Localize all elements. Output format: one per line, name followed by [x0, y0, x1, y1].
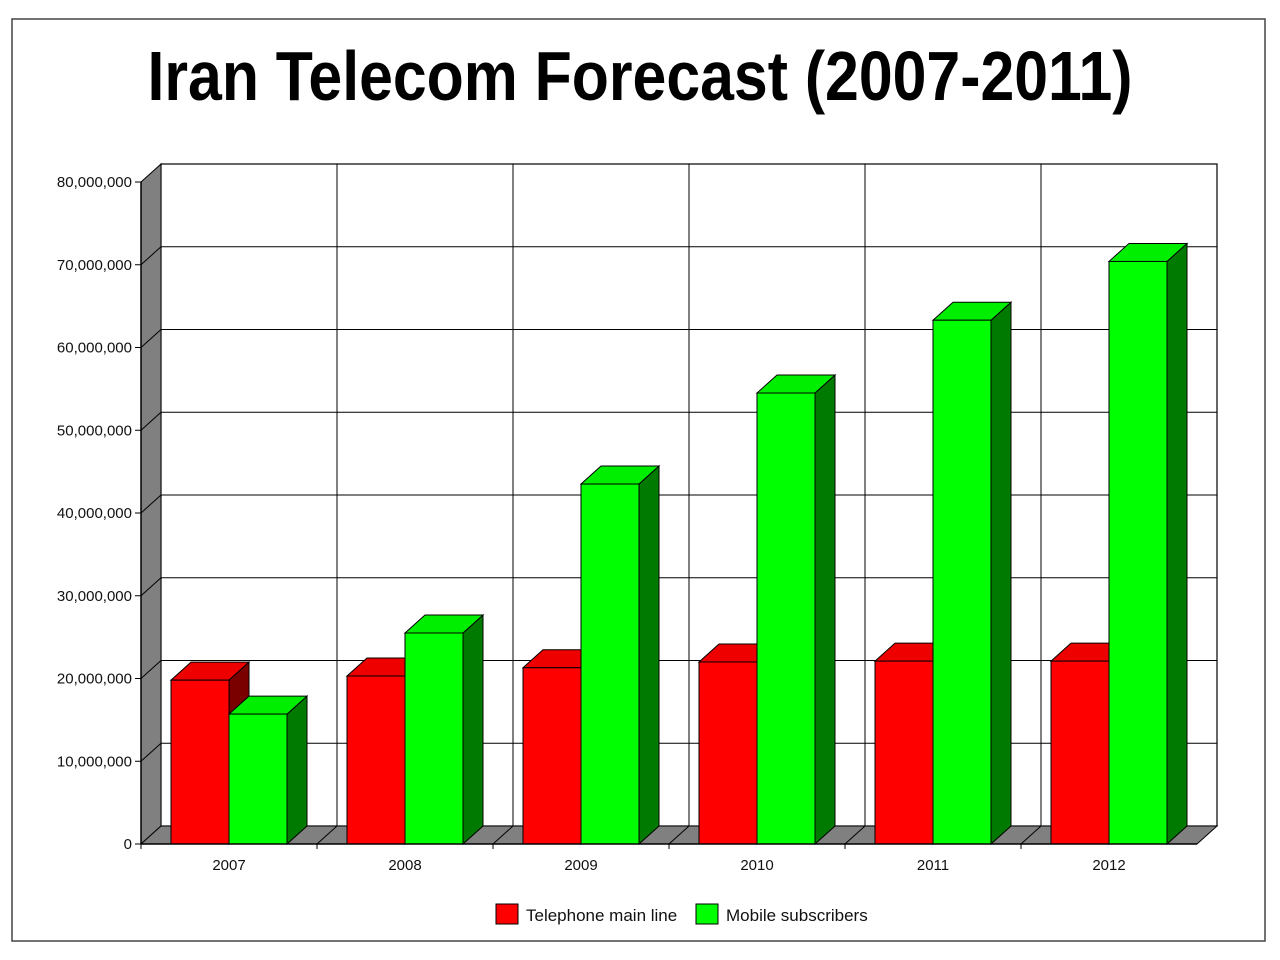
bar-front	[932, 319, 992, 845]
bar-mobile-subscribers-2011	[931, 301, 1013, 846]
bar-front	[580, 483, 640, 845]
bar-front	[522, 667, 582, 845]
y-tick-label: 10,000,000	[57, 753, 132, 770]
x-tick-label: 2010	[740, 857, 773, 874]
bar-front	[404, 632, 464, 845]
legend-label: Telephone main line	[526, 906, 677, 925]
legend-swatch	[695, 903, 719, 925]
bar-front	[874, 660, 934, 845]
y-tick-label: 60,000,000	[57, 340, 132, 357]
bar-front	[1050, 660, 1110, 845]
bar-side	[1166, 242, 1188, 846]
x-tick-label: 2011	[917, 857, 949, 874]
bar-side	[462, 613, 484, 846]
bar-side	[990, 301, 1012, 846]
y-tick-label: 30,000,000	[57, 588, 132, 605]
legend-item: Mobile subscribers	[695, 903, 868, 925]
x-tick-label: 2008	[388, 857, 421, 874]
bar-side	[638, 464, 660, 846]
floor-divider	[316, 825, 338, 845]
floor-divider	[668, 825, 690, 845]
x-tick-label: 2012	[1092, 857, 1125, 874]
legend-swatch	[495, 903, 519, 925]
legend-item: Telephone main line	[495, 903, 677, 925]
gridline-left-wall	[140, 577, 162, 597]
y-tick-label: 20,000,000	[57, 671, 132, 688]
gridline-left-wall	[140, 329, 162, 348]
y-tick-label: 80,000,000	[57, 174, 132, 191]
floor-divider	[1020, 825, 1042, 845]
y-tick-label: 40,000,000	[57, 505, 132, 522]
gridline-left-wall	[140, 411, 162, 431]
bar-side	[814, 373, 836, 846]
floor-divider	[492, 825, 514, 845]
chart-title: Iran Telecom Forecast (2007-2011)	[148, 37, 1133, 115]
x-tick-label: 2009	[564, 857, 597, 874]
x-tick-label: 2007	[212, 857, 245, 874]
bar-front	[346, 675, 406, 845]
bar-mobile-subscribers-2010	[755, 373, 837, 846]
gridline-left-wall	[140, 660, 162, 679]
bar-mobile-subscribers-2012	[1107, 242, 1189, 846]
legend: Telephone main line Mobile subscribers	[495, 903, 868, 925]
y-tick-label: 0	[124, 836, 132, 853]
gridline-left-wall	[140, 246, 162, 266]
bar-mobile-subscribers-2009	[579, 464, 661, 846]
bars-layer	[169, 242, 1189, 846]
floor-divider	[844, 825, 866, 845]
legend-label: Mobile subscribers	[726, 906, 868, 925]
gridline-left-wall	[140, 742, 162, 762]
bar-mobile-subscribers-2008	[403, 613, 485, 846]
gridline-left-wall	[140, 494, 162, 514]
axis-layer: 0 10,000,000 20,000,000 30,000,000 40,000,00…	[57, 174, 1197, 874]
bar-front	[1108, 260, 1168, 845]
bar-front	[756, 392, 816, 845]
bar-front	[698, 661, 758, 845]
y-tick-label: 50,000,000	[57, 422, 132, 439]
bar-front	[170, 679, 230, 845]
y-tick-label: 70,000,000	[57, 257, 132, 274]
bar-mobile-subscribers-2007	[227, 694, 309, 846]
bar-front	[228, 713, 288, 845]
bar-side	[286, 694, 308, 846]
